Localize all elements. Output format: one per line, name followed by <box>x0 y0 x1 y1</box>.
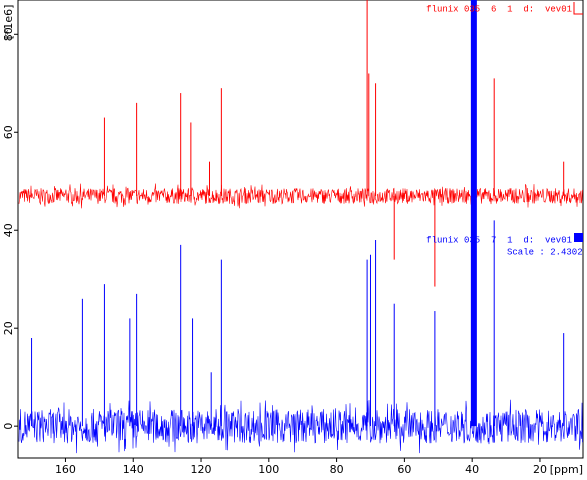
baseline-noise <box>18 183 583 209</box>
x-tick-label: 140 <box>123 463 144 476</box>
baseline-noise <box>18 399 583 454</box>
legend-label: flunix 035 7 1 d: vev01 <box>426 235 572 245</box>
plot-frame <box>17 0 584 459</box>
x-tick-label: 160 <box>55 463 76 476</box>
legend-marker <box>574 233 583 242</box>
y-tick-label: 60 <box>2 125 15 139</box>
x-tick-label: 20 <box>533 463 547 476</box>
y-tick-label: 20 <box>2 321 15 335</box>
y-tick-label: 40 <box>2 223 15 237</box>
x-tick-label: 60 <box>397 463 411 476</box>
x-tick-label: 40 <box>465 463 479 476</box>
x-axis-label: [ppm] <box>550 463 583 476</box>
legend-label: flunix 035 6 1 d: vev01 <box>426 4 572 14</box>
y-tick-label: 80 <box>2 27 15 41</box>
x-tick-label: 80 <box>330 463 344 476</box>
y-tick-label: 0 <box>2 423 15 430</box>
y-axis-label: [*1e6] <box>2 5 15 40</box>
x-tick-label: 120 <box>191 463 212 476</box>
legend-marker <box>573 2 583 15</box>
x-tick-label: 100 <box>258 463 279 476</box>
annotation: Scale : 2.4302 <box>507 247 583 257</box>
